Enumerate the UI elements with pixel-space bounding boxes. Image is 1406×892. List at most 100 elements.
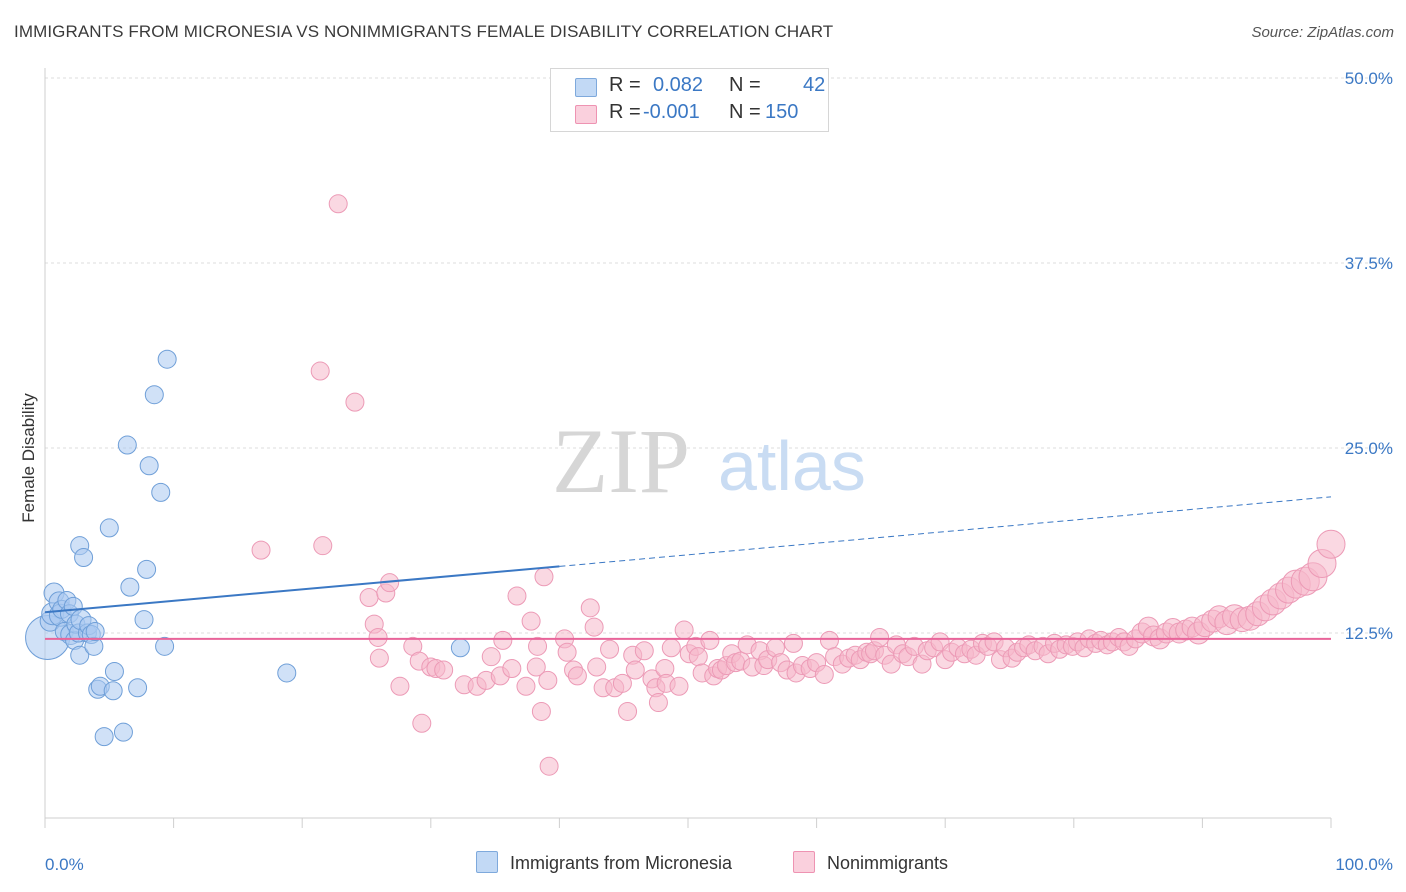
nonimmigrant-point [700, 630, 720, 650]
micronesia-point [139, 456, 159, 476]
micronesia-point [137, 559, 157, 579]
r-label: R = [609, 101, 641, 123]
chart-title: IMMIGRANTS FROM MICRONESIA VS NONIMMIGRA… [14, 22, 834, 41]
stats-row-pink: R = -0.001 N = 150 [551, 101, 828, 127]
micronesia-point [120, 577, 140, 597]
n-value-pink: 150 [765, 101, 799, 123]
watermark: ZIP atlas [552, 410, 866, 512]
nonimmigrant-point [313, 536, 333, 556]
r-label: R = [609, 74, 641, 96]
nonimmigrant-point [521, 611, 541, 631]
nonimmigrant-point [584, 617, 604, 637]
y-tick-label: 50.0% [1345, 69, 1393, 88]
source-label: Source: ZipAtlas.com [1251, 24, 1394, 41]
micronesia-trend-dashed [559, 496, 1332, 567]
nonimmigrant-point [661, 638, 681, 658]
nonimmigrant-point [819, 630, 839, 650]
micronesia-point [85, 622, 105, 642]
nonimmigrant-point [390, 676, 410, 696]
legend-blue-swatch [476, 851, 498, 873]
nonimmigrant-point [539, 756, 559, 776]
nonimmigrant-point [688, 647, 708, 667]
micronesia-point [128, 678, 148, 698]
nonimmigrant-point [870, 627, 890, 647]
micronesia-point [155, 636, 175, 656]
nonimmigrant-point [531, 701, 551, 721]
x-tick-label: 0.0% [45, 855, 84, 874]
nonimmigrant-point [612, 673, 632, 693]
nonimmigrant-point [587, 657, 607, 677]
nonimmigrant-point [528, 636, 548, 656]
micronesia-series [25, 349, 470, 747]
legend-blue-label: Immigrants from Micronesia [510, 853, 733, 873]
x-tick-labels: 0.0% 100.0% [45, 855, 1393, 874]
nonimmigrant-point [783, 633, 803, 653]
nonimmigrant-point [481, 647, 501, 667]
micronesia-point [99, 518, 119, 538]
nonimmigrant-point [507, 586, 527, 606]
n-value-blue: 42 [803, 74, 826, 96]
micronesia-point [151, 482, 171, 502]
micronesia-point [157, 349, 177, 369]
blue-swatch [575, 78, 597, 97]
y-tick-label: 37.5% [1345, 254, 1393, 273]
pink-swatch [575, 105, 597, 124]
nonimmigrant-point [618, 701, 638, 721]
n-label: N = [729, 74, 761, 96]
y-tick-label: 12.5% [1345, 624, 1393, 643]
nonimmigrant-point [669, 676, 689, 696]
nonimmigrant-point [345, 392, 365, 412]
nonimmigrant-point [538, 670, 558, 690]
micronesia-point [103, 681, 123, 701]
trend-lines [44, 496, 1332, 640]
nonimmigrant-point [625, 660, 645, 680]
nonimmigrant-point [516, 676, 536, 696]
watermark-zip: ZIP [552, 410, 690, 512]
y-tick-labels: 12.5% 25.0% 37.5% 50.0% [1345, 69, 1393, 643]
nonimmigrant-point [580, 598, 600, 618]
micronesia-trend-solid [44, 565, 560, 614]
nonimmigrant-point [1316, 529, 1346, 559]
micronesia-point [450, 638, 470, 658]
micronesia-point [144, 385, 164, 405]
nonimmigrant-point [502, 659, 522, 679]
stats-row-blue: R = 0.082 N = 42 [551, 74, 828, 100]
nonimmigrant-point [526, 657, 546, 677]
nonimmigrant-point [328, 194, 348, 214]
r-value-blue: 0.082 [653, 74, 704, 96]
micronesia-point [277, 663, 297, 683]
nonimmigrant-point [493, 630, 513, 650]
nonimmigrant-point [368, 627, 388, 647]
nonimmigrant-point [369, 648, 389, 668]
nonimmigrant-point [412, 713, 432, 733]
nonimmigrant-point [674, 620, 694, 640]
nonimmigrant-point [557, 642, 577, 662]
micronesia-point [94, 727, 114, 747]
stats-box: R = 0.082 N = 42 R = -0.001 N = 150 [550, 68, 829, 132]
legend-item-nonimmigrants: Nonimmigrants [793, 851, 948, 877]
watermark-atlas: atlas [718, 427, 866, 505]
micronesia-point [74, 548, 94, 568]
legend-pink-label: Nonimmigrants [827, 853, 949, 873]
nonimmigrant-point [534, 567, 554, 587]
nonimmigrant-point [634, 641, 654, 661]
n-label: N = [729, 101, 761, 123]
axes [44, 68, 1332, 828]
grid-lines [45, 77, 1392, 634]
micronesia-point [104, 661, 124, 681]
nonimmigrant-point [310, 361, 330, 381]
micronesia-point [70, 645, 90, 665]
micronesia-point [117, 435, 137, 455]
r-value-pink: -0.001 [643, 101, 700, 123]
micronesia-point [134, 610, 154, 630]
y-axis-title: Female Disability [19, 393, 38, 523]
nonimmigrant-point [814, 664, 834, 684]
legend-item-micronesia: Immigrants from Micronesia [476, 851, 732, 877]
nonimmigrant-point [567, 666, 587, 686]
nonimmigrant-point [600, 639, 620, 659]
legend-pink-swatch [793, 851, 815, 873]
nonimmigrant-point [251, 540, 271, 560]
nonimmigrant-point [434, 660, 454, 680]
nonimmigrant-point [648, 693, 668, 713]
